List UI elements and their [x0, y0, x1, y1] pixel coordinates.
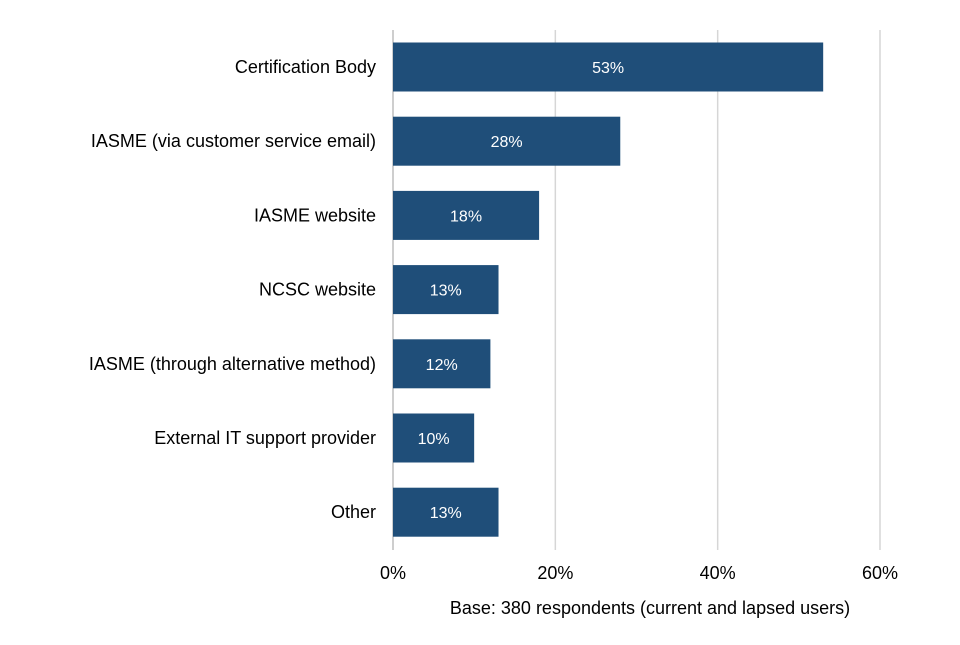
- data-label: 28%: [491, 134, 523, 151]
- data-label: 10%: [418, 431, 450, 448]
- bars: 53% 28% 18% 13% 12% 10% 13%: [393, 42, 824, 537]
- x-tick-label: 20%: [537, 563, 573, 583]
- x-tick-label: 0%: [380, 563, 406, 583]
- bar: [393, 487, 499, 537]
- data-label: 13%: [430, 283, 462, 300]
- x-tick-label: 40%: [700, 563, 736, 583]
- x-axis-tick-labels: 0% 20% 40% 60%: [380, 563, 898, 583]
- category-labels: Certification Body IASME (via customer se…: [89, 57, 376, 522]
- category-label: Certification Body: [235, 57, 376, 77]
- bar: [393, 265, 499, 315]
- bar: [393, 190, 540, 240]
- data-label: 18%: [450, 208, 482, 225]
- data-label: 12%: [426, 357, 458, 374]
- category-label: IASME website: [254, 205, 376, 225]
- base-note: Base: 380 respondents (current and lapse…: [450, 598, 850, 618]
- data-label: 53%: [592, 60, 624, 77]
- category-label: NCSC website: [259, 280, 376, 300]
- category-label: IASME (via customer service email): [91, 131, 376, 151]
- category-label: IASME (through alternative method): [89, 354, 376, 374]
- bar: [393, 339, 491, 389]
- bar: [393, 413, 475, 463]
- bar: [393, 116, 621, 166]
- bar: [393, 42, 824, 92]
- category-label: Other: [331, 502, 376, 522]
- data-label: 13%: [430, 505, 462, 522]
- x-tick-label: 60%: [862, 563, 898, 583]
- category-label: External IT support provider: [154, 428, 376, 448]
